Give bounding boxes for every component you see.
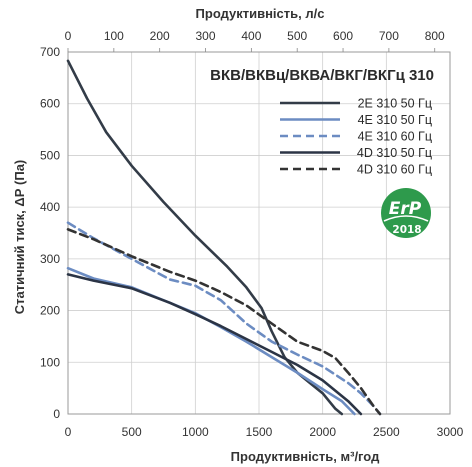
- axes: [67, 51, 451, 415]
- y-axis-ticks: 0 100 200 300 400 500 600 700: [40, 45, 60, 421]
- top-axis-ticks: 0 100 200 300 400 500 600 700 800: [65, 29, 445, 52]
- erp-2018-badge: ErP 2018: [381, 188, 431, 238]
- grid: [67, 51, 451, 415]
- top-tick-label: 100: [104, 29, 124, 43]
- y-tick-label: 700: [40, 45, 60, 59]
- legend-label: 2E 310 50 Гц: [358, 97, 432, 111]
- x-tick-label: 3000: [437, 425, 464, 439]
- series-line-1: [66, 59, 344, 416]
- x-tick-label: 500: [122, 425, 142, 439]
- y-axis-label: Статичний тиск, ΔР (Па): [12, 160, 27, 315]
- top-tick-label: 500: [287, 29, 307, 43]
- top-tick-label: 200: [150, 29, 170, 43]
- x-axis-label: Продуктивність, м³/год: [231, 449, 380, 464]
- legend-label: 4E 310 50 Гц: [358, 113, 432, 127]
- top-tick-label: 400: [241, 29, 261, 43]
- x-tick-label: 1000: [182, 425, 209, 439]
- erp-badge-text: ErP: [389, 199, 422, 219]
- x-tick-label: 0: [65, 425, 72, 439]
- legend: 2E 310 50 Гц 4E 310 50 Гц 4E 310 60 Гц 4D 3…: [280, 97, 432, 177]
- y-tick-label: 100: [40, 355, 60, 369]
- legend-label: 4D 310 60 Гц: [357, 163, 432, 177]
- series-lines: [66, 59, 382, 416]
- erp-badge-year: 2018: [392, 224, 421, 236]
- y-tick-label: 500: [40, 148, 60, 162]
- series-line-2: [66, 266, 356, 416]
- top-tick-label: 600: [333, 29, 353, 43]
- top-tick-label: 700: [379, 29, 399, 43]
- legend-label: 4D 310 50 Гц: [357, 146, 432, 160]
- chart-title: ВКВ/ВКВц/ВКВА/ВКГ/ВКГц 310: [210, 67, 434, 84]
- plot-frame: [67, 51, 451, 415]
- y-tick-label: 600: [40, 97, 60, 111]
- series-line-4: [66, 273, 363, 416]
- x-axis-ticks: 0 500 1000 1500 2000 2500 3000: [65, 425, 464, 439]
- top-tick-label: 0: [65, 29, 72, 43]
- y-tick-label: 400: [40, 200, 60, 214]
- legend-label: 4E 310 60 Гц: [358, 130, 432, 144]
- series-line-3: [66, 221, 382, 416]
- erp-badge-icon: [381, 188, 431, 238]
- x-tick-label: 1500: [246, 425, 273, 439]
- series-line-5: [66, 228, 382, 416]
- y-tick-label: 300: [40, 252, 60, 266]
- top-tick-label: 800: [425, 29, 445, 43]
- top-axis-label: Продуктивність, л/с: [196, 6, 325, 21]
- x-tick-label: 2000: [309, 425, 336, 439]
- y-tick-label: 200: [40, 304, 60, 318]
- x-tick-label: 2500: [373, 425, 400, 439]
- top-tick-label: 300: [196, 29, 216, 43]
- y-tick-label: 0: [53, 407, 60, 421]
